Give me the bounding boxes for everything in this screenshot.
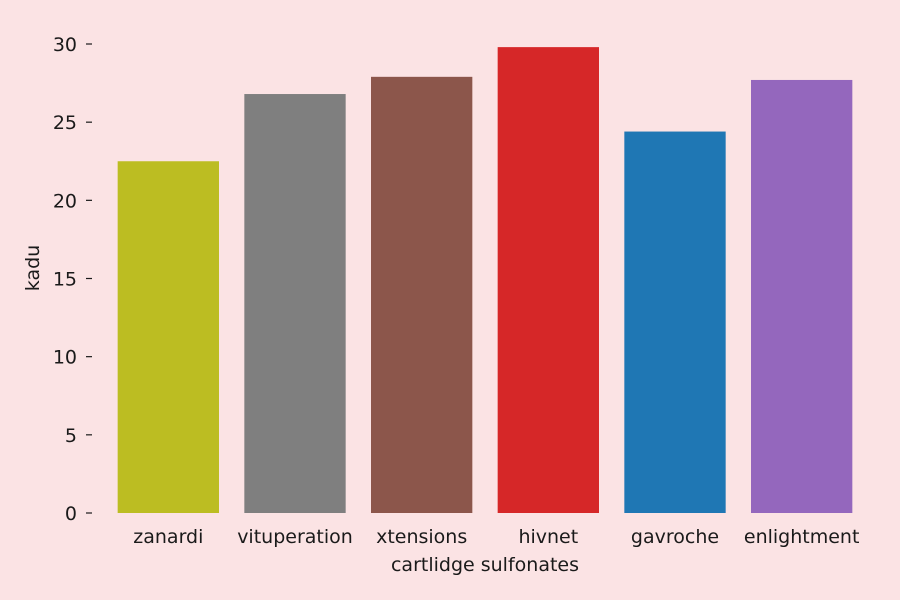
bar-xtensions [371, 76, 473, 513]
y-tick-label: 25 [53, 112, 77, 134]
y-tick-label: 30 [53, 34, 77, 56]
y-tick-label: 5 [65, 425, 77, 447]
x-tick-label: xtensions [376, 526, 467, 548]
bar-zanardi [117, 161, 219, 513]
x-tick-label: vituperation [237, 526, 353, 548]
x-tick-label: zanardi [133, 526, 203, 548]
x-axis-label: cartlidge sulfonates [391, 554, 579, 576]
bar-hivnet [497, 47, 599, 513]
y-axis: 0 5 10 15 20 25 30 [53, 34, 92, 525]
y-tick-label: 10 [53, 347, 77, 369]
x-tick-label: enlightment [744, 526, 860, 548]
x-tick-label: hivnet [518, 526, 578, 548]
bar-vituperation [244, 94, 346, 513]
x-axis: zanardi vituperation xtensions hivnet gavroc… [133, 526, 859, 548]
y-tick-label: 15 [53, 269, 77, 291]
x-tick-label: gavroche [631, 526, 719, 548]
y-tick-label: 0 [65, 503, 77, 525]
y-axis-label: kadu [22, 245, 44, 291]
y-tick-label: 20 [53, 190, 77, 212]
bar-gavroche [624, 131, 726, 513]
bar-enlightment [751, 79, 853, 513]
bars [117, 47, 853, 513]
